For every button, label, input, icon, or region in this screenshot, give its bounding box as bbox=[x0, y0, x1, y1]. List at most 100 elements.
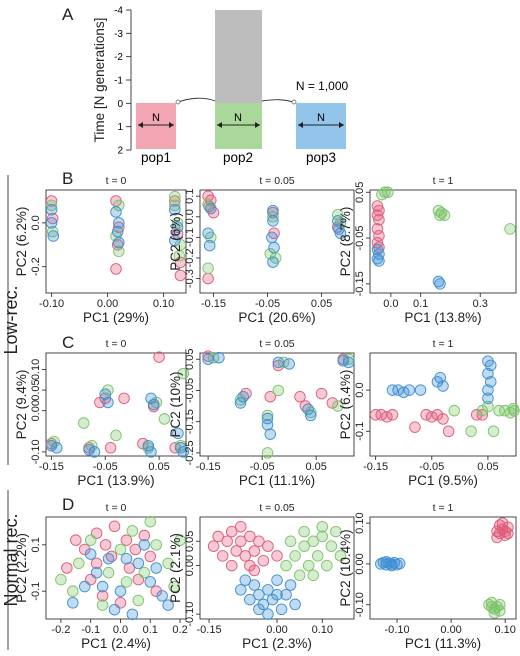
data-point-pop3 bbox=[96, 580, 109, 593]
data-point-pop1 bbox=[264, 390, 276, 403]
data-point-pop1 bbox=[386, 409, 399, 421]
data-point-pop1 bbox=[248, 545, 261, 557]
y-axis-label: PC2 (6.4%) bbox=[338, 370, 353, 440]
x-tick-label: -0.1 bbox=[81, 624, 100, 636]
data-point-pop3 bbox=[437, 380, 449, 392]
data-point-pop1 bbox=[371, 209, 384, 221]
split-node-right bbox=[291, 99, 297, 105]
pop3-label: pop3 bbox=[306, 150, 336, 165]
data-point-pop3 bbox=[142, 439, 155, 452]
data-point-pop2 bbox=[77, 417, 90, 429]
data-point-pop2 bbox=[438, 209, 451, 221]
data-point-pop2 bbox=[465, 425, 477, 438]
data-point-pop1 bbox=[90, 557, 103, 570]
data-point-pop3 bbox=[262, 584, 274, 596]
x-tick-label: 0.00 bbox=[266, 624, 287, 636]
y-tick-label: -0.25 bbox=[184, 440, 196, 465]
data-point-pop3 bbox=[213, 351, 225, 364]
data-point-pop2 bbox=[55, 573, 67, 586]
data-point-pop1 bbox=[257, 554, 270, 567]
data-point-pop2 bbox=[507, 402, 519, 415]
data-point-pop2 bbox=[293, 569, 306, 582]
data-point-pop1 bbox=[96, 590, 109, 602]
plot-frame bbox=[369, 189, 517, 294]
data-point-pop1 bbox=[99, 539, 112, 551]
y-tick-label: 0.0 bbox=[354, 382, 366, 397]
data-point-pop1 bbox=[78, 543, 91, 556]
data-point-pop3 bbox=[51, 442, 63, 454]
data-point-pop2 bbox=[376, 188, 388, 201]
data-point-pop3 bbox=[177, 446, 190, 458]
data-point-pop3 bbox=[284, 579, 297, 591]
x-axis-label: PC1 (11.1%) bbox=[239, 473, 315, 488]
data-point-pop3 bbox=[144, 576, 157, 588]
y-tick-label: -0.10 bbox=[354, 592, 366, 617]
data-point-pop3 bbox=[267, 204, 279, 217]
x-tick-label: 0.2 bbox=[172, 624, 187, 636]
panel-a-yticks: -4 -3 -2 -1 0 1 2 bbox=[114, 6, 131, 157]
data-point-pop2 bbox=[261, 409, 274, 422]
pop3-box bbox=[296, 103, 346, 149]
x-tick-label: 0.05 bbox=[305, 461, 326, 473]
data-point-pop2 bbox=[84, 534, 97, 546]
data-point-pop2 bbox=[177, 367, 190, 380]
y-tick-label: 0.05 bbox=[184, 349, 196, 370]
data-point-pop2 bbox=[284, 535, 297, 548]
data-point-pop2 bbox=[158, 413, 171, 425]
y-tick-label: 0.1 bbox=[30, 537, 42, 552]
data-point-pop2 bbox=[494, 598, 506, 611]
pop1-group: N pop1 bbox=[136, 103, 176, 165]
x-tick-label: 0.05 bbox=[311, 298, 332, 310]
data-point-pop3 bbox=[202, 353, 214, 365]
y-axis-label: PC2 (6%) bbox=[168, 212, 183, 271]
ancestral-population-box bbox=[215, 10, 262, 103]
data-point-pop1 bbox=[207, 540, 220, 552]
x-tick-label: -0.15 bbox=[201, 298, 226, 310]
data-point-pop1 bbox=[150, 585, 162, 597]
x-tick-label: 0.3 bbox=[473, 298, 488, 310]
x-axis-label: PC1 (2.4%) bbox=[81, 636, 151, 651]
data-point-pop1 bbox=[138, 529, 151, 542]
pop1-label: pop1 bbox=[141, 150, 171, 165]
y-tick-label: 0.10 bbox=[354, 512, 366, 533]
data-point-pop1 bbox=[244, 530, 256, 543]
x-tick-label: -0.15 bbox=[39, 461, 64, 473]
y-axis-label: PC2 (8.7%) bbox=[338, 207, 353, 277]
scatter-panel-d-3: t = 1 -0.10 0.00 0.10 -0.10 0.00 0.10 PC1 (11.3… bbox=[338, 502, 517, 651]
data-point-pop2 bbox=[113, 199, 125, 212]
data-point-pop2 bbox=[325, 540, 338, 552]
panel-letter-b: B bbox=[62, 169, 73, 188]
y-tick-label: -0.2 bbox=[184, 248, 196, 267]
y-axis-label: PC2 (10%) bbox=[168, 371, 183, 437]
x-tick-label: 0.1 bbox=[413, 298, 428, 310]
data-point-pop3 bbox=[45, 203, 58, 216]
x-axis-label: PC1 (9.5%) bbox=[408, 473, 478, 488]
scatter-panel-d-2: t = 0.05 -0.15 0.00 0.10 -0.10 0.00 0.05 PC1 (2… bbox=[168, 502, 355, 651]
data-point-pop2 bbox=[330, 525, 342, 538]
data-point-pop3 bbox=[120, 552, 133, 565]
data-point-pop1 bbox=[129, 543, 142, 556]
data-point-pop2 bbox=[45, 199, 58, 212]
x-tick-label: -0.2 bbox=[51, 624, 70, 636]
scatter-panel-c-2: t = 0.05-0.15 -0.05 0.05-0.25-0.15-0.050.0… bbox=[168, 338, 355, 488]
data-point-pop2 bbox=[113, 245, 125, 258]
pop2-label: pop2 bbox=[223, 150, 253, 165]
data-point-pop3 bbox=[261, 412, 274, 425]
x-axis-label: PC1 (29%) bbox=[83, 310, 149, 325]
data-point-pop3 bbox=[262, 608, 274, 620]
data-point-pop1 bbox=[496, 517, 509, 529]
data-point-pop1 bbox=[45, 195, 58, 207]
data-point-pop2 bbox=[448, 404, 460, 417]
data-point-pop3 bbox=[342, 356, 355, 369]
data-point-pop2 bbox=[312, 550, 324, 562]
data-point-pop3 bbox=[147, 398, 160, 411]
y-tick-label: 0.00 bbox=[354, 553, 366, 574]
data-point-pop3 bbox=[113, 236, 125, 249]
data-point-pop2 bbox=[120, 576, 133, 588]
data-point-pop3 bbox=[113, 217, 125, 229]
data-point-pop1 bbox=[502, 527, 514, 540]
scatter-panel-b-2: t = 0.05 -0.15 -0.05 0.05 -0.3 -0.2-0.1 0.0 0.1… bbox=[168, 175, 355, 325]
y-tick-label: -0.15 bbox=[354, 271, 366, 296]
data-point-pop1 bbox=[371, 200, 384, 212]
